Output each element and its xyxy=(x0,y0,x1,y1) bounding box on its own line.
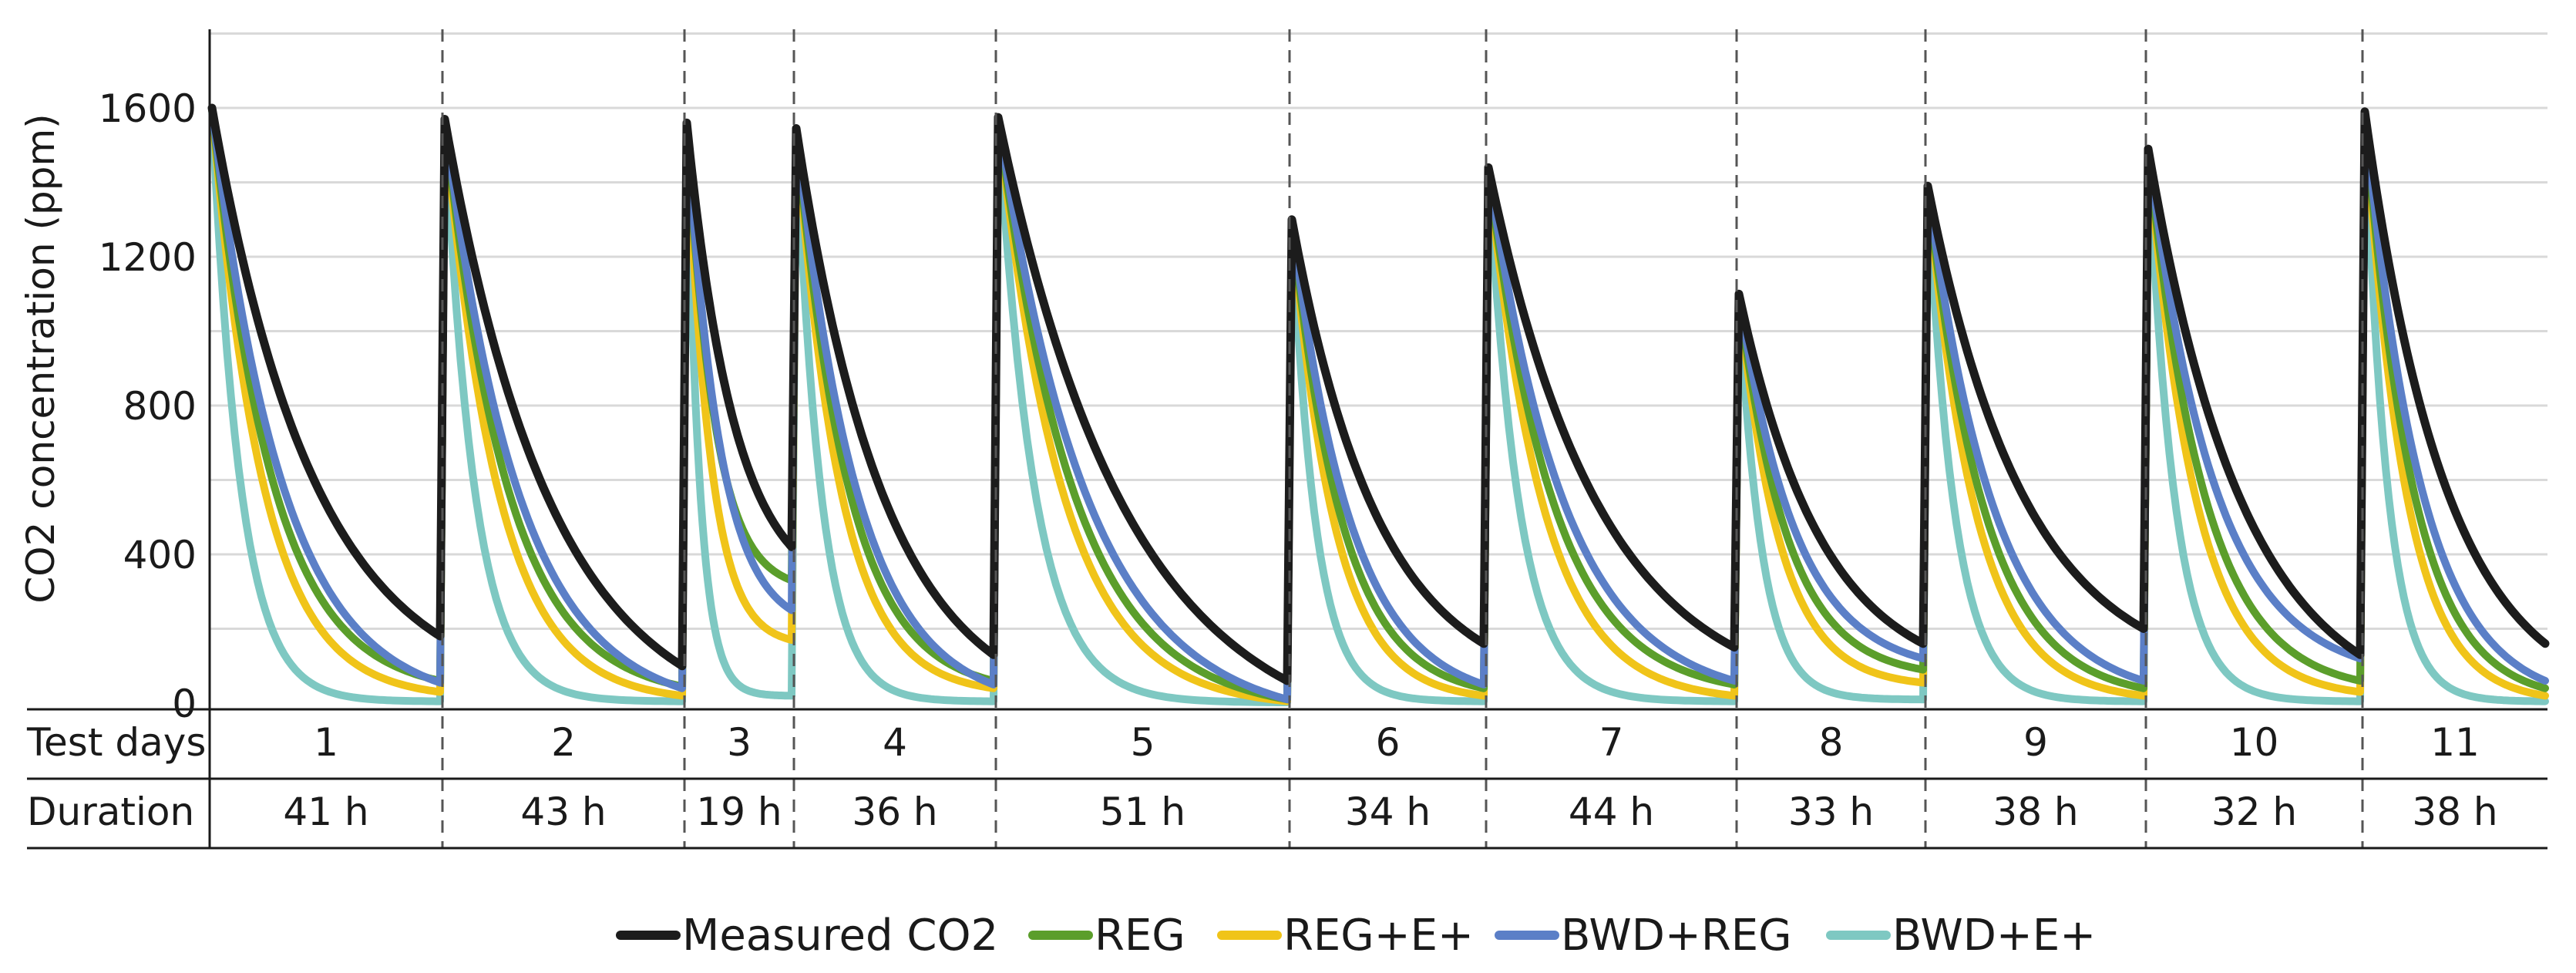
series-line-reg-e- xyxy=(208,104,2549,705)
table-row-label-days: Test days xyxy=(26,720,206,765)
grid-lines xyxy=(210,32,2547,630)
table-duration-cell: 19 h xyxy=(696,790,782,834)
table-duration-cell: 32 h xyxy=(2211,790,2297,834)
table-duration-cell: 36 h xyxy=(852,790,937,834)
series-line-bwd-reg xyxy=(208,104,2549,704)
legend-label: BWD+REG xyxy=(1561,911,1792,961)
table-day-cell: 7 xyxy=(1599,720,1624,765)
legend-label: BWD+E+ xyxy=(1892,911,2096,961)
table-duration-cell: 33 h xyxy=(1788,790,1874,834)
table-duration-cell: 38 h xyxy=(2412,790,2497,834)
table-duration-cell: 43 h xyxy=(520,790,606,834)
series-lines xyxy=(207,103,2550,706)
y-tick-labels: 0 400 800 1200 1600 xyxy=(99,86,197,726)
legend-label: Measured CO2 xyxy=(682,911,998,961)
table-day-cell: 6 xyxy=(1376,720,1401,765)
y-tick-label: 800 xyxy=(123,384,197,429)
y-tick-label: 0 xyxy=(172,682,197,726)
legend-label: REG+E+ xyxy=(1283,911,1474,961)
table-day-cell: 9 xyxy=(2023,720,2048,765)
y-tick-label: 1600 xyxy=(99,86,197,131)
table-day-cell: 11 xyxy=(2430,720,2480,765)
table-day-cell: 2 xyxy=(551,720,576,765)
table-day-cell: 5 xyxy=(1131,720,1155,765)
legend: Measured CO2 REG REG+E+ BWD+REG BWD+E+ xyxy=(616,911,2096,961)
table-row-label-duration: Duration xyxy=(27,790,194,834)
table-day-cell: 8 xyxy=(1819,720,1844,765)
table-duration-cell: 34 h xyxy=(1345,790,1431,834)
series-line-bwd-e- xyxy=(208,104,2549,706)
table-duration-cell: 38 h xyxy=(1993,790,2078,834)
day-separators xyxy=(441,29,2364,848)
axes xyxy=(27,29,2547,850)
table-day-cell: 4 xyxy=(883,720,907,765)
table-day-cell: 1 xyxy=(314,720,338,765)
y-tick-label: 400 xyxy=(123,533,197,577)
legend-label: REG xyxy=(1095,911,1185,961)
table-day-cell: 10 xyxy=(2230,720,2279,765)
y-tick-label: 1200 xyxy=(99,235,197,280)
y-axis-title: CO2 concentration (ppm) xyxy=(18,113,63,603)
table-duration-cell: 44 h xyxy=(1569,790,1654,834)
table-duration-cell: 41 h xyxy=(283,790,368,834)
table-duration-cell: 51 h xyxy=(1100,790,1185,834)
table-day-cell: 3 xyxy=(727,720,752,765)
data-table: Test days Duration 1 41 h 2 43 h 3 19 h 4 36 h 5… xyxy=(26,720,2498,834)
series-line-measured-co2 xyxy=(207,103,2550,685)
